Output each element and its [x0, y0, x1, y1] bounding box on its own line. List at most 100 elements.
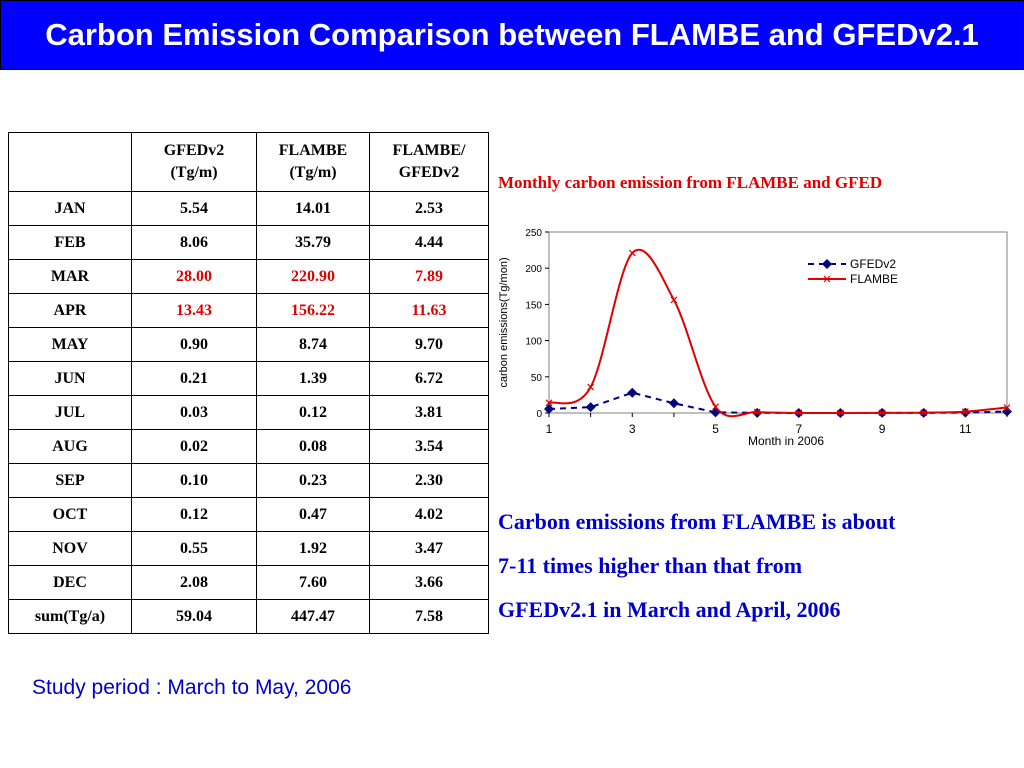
row-label: JUN [8, 361, 132, 396]
flambe-value: 7.60 [256, 565, 370, 600]
row-label: APR [8, 293, 132, 328]
flambe-value: 220.90 [256, 259, 370, 294]
flambe-value: 0.23 [256, 463, 370, 498]
data-point-flambe [920, 409, 928, 417]
x-tick-label: 3 [629, 422, 636, 436]
ratio-value: 2.53 [369, 191, 489, 226]
row-label: AUG [8, 429, 132, 464]
table-row: MAY 0.90 8.74 9.70 [8, 327, 489, 362]
data-point-flambe [545, 399, 553, 407]
y-tick-label: 100 [525, 337, 542, 348]
row-label: DEC [8, 565, 132, 600]
data-point-gfedv2 [585, 402, 596, 413]
conclusion-line-1: Carbon emissions from FLAMBE is about [498, 509, 896, 534]
gfed-value: 28.00 [131, 259, 257, 294]
data-point-gfedv2 [1002, 406, 1012, 417]
gfed-value: 0.02 [131, 429, 257, 464]
chart-title: Monthly carbon emission from FLAMBE and … [498, 173, 883, 192]
column-header [8, 132, 132, 192]
gfed-value: 0.21 [131, 361, 257, 396]
x-tick-label: 7 [795, 422, 802, 436]
data-point-flambe [712, 403, 719, 411]
data-point-gfedv2 [627, 387, 638, 398]
ratio-value: 3.47 [369, 531, 489, 566]
table-row: FEB 8.06 35.79 4.44 [8, 225, 489, 260]
y-tick-label: 150 [525, 300, 542, 311]
data-point-gfedv2 [668, 398, 679, 409]
table-row: SEP 0.10 0.23 2.30 [8, 463, 489, 498]
table-row: APR 13.43 156.22 11.63 [8, 293, 489, 328]
table-row: MAR 28.00 220.90 7.89 [8, 259, 489, 294]
table-row: OCT 0.12 0.47 4.02 [8, 497, 489, 532]
table-body: JAN 5.54 14.01 2.53 FEB 8.06 35.79 4.44 MAR 28.00… [8, 191, 489, 634]
gfed-value: 0.12 [131, 497, 257, 532]
y-axis-label: carbon emissions(Tg/mon) [498, 257, 510, 387]
gfed-value: 2.08 [131, 565, 257, 600]
data-point-flambe [1003, 404, 1011, 411]
flambe-value: 1.39 [256, 361, 370, 396]
gfed-value: 5.54 [131, 191, 257, 226]
gfed-value: 59.04 [131, 599, 257, 634]
data-point-flambe [587, 383, 595, 391]
flambe-value: 14.01 [256, 191, 370, 226]
y-tick-label: 250 [525, 228, 542, 239]
ratio-value: 7.89 [369, 259, 489, 294]
row-label: MAY [8, 327, 132, 362]
flambe-value: 0.47 [256, 497, 370, 532]
flambe-value: 8.74 [256, 327, 370, 362]
table-row: JAN 5.54 14.01 2.53 [8, 191, 489, 226]
table-row: sum(Tg/a) 59.04 447.47 7.58 [8, 599, 489, 634]
row-label: JAN [8, 191, 132, 226]
flambe-value: 156.22 [256, 293, 370, 328]
flambe-value: 447.47 [256, 599, 370, 634]
flambe-value: 35.79 [256, 225, 370, 260]
data-point-flambe [837, 409, 844, 417]
series-line-flambe [548, 248, 1008, 418]
legend-marker [823, 275, 831, 283]
ratio-value: 4.44 [369, 225, 489, 260]
row-label: NOV [8, 531, 132, 566]
conclusion-line-2: 7-11 times higher than that from [498, 553, 803, 578]
column-header: GFEDv2 (Tg/m) [131, 132, 257, 192]
conclusion-text: Carbon emissions from FLAMBE is about 7-… [498, 500, 1018, 632]
x-tick-label: 1 [546, 422, 553, 436]
series-line-gfedv2 [548, 391, 1008, 414]
gfed-value: 8.06 [131, 225, 257, 260]
x-tick-label: 11 [959, 422, 972, 436]
y-tick-label: 200 [525, 264, 542, 275]
emission-table: GFEDv2 (Tg/m) FLAMBE (Tg/m) FLAMBE/GFEDv2 JA… [8, 132, 489, 634]
gfed-value: 0.90 [131, 327, 257, 362]
flambe-value: 1.92 [256, 531, 370, 566]
emission-line-chart: 0 50 100 150 200 250 1 3 5 7 9 11 Month in 2006 carbo… [498, 228, 1012, 448]
x-axis-label: Month in 2006 [748, 434, 824, 448]
y-tick-label: 50 [531, 373, 543, 384]
x-tick-label: 9 [879, 422, 886, 436]
page-title: Carbon Emission Comparison between FLAMB… [0, 0, 1024, 70]
column-header: FLAMBE/GFEDv2 [369, 132, 489, 192]
x-tick-label: 5 [712, 422, 719, 436]
ratio-value: 3.81 [369, 395, 489, 430]
data-point-flambe [795, 409, 803, 417]
row-label: MAR [8, 259, 132, 294]
row-label: sum(Tg/a) [8, 599, 132, 634]
data-point-flambe [961, 408, 969, 416]
data-point-flambe [878, 409, 886, 417]
legend-label-gfedv2: GFEDv2 [850, 257, 896, 271]
data-point-flambe [670, 296, 678, 304]
data-point-gfedv2 [710, 407, 721, 418]
gfed-value: 13.43 [131, 293, 257, 328]
ratio-value: 7.58 [369, 599, 489, 634]
ratio-value: 2.30 [369, 463, 489, 498]
gfed-value: 0.55 [131, 531, 257, 566]
legend-label-flambe: FLAMBE [850, 272, 898, 286]
ratio-value: 9.70 [369, 327, 489, 362]
table-row: JUL 0.03 0.12 3.81 [8, 395, 489, 430]
row-label: JUL [8, 395, 132, 430]
row-label: OCT [8, 497, 132, 532]
table-row: JUN 0.21 1.39 6.72 [8, 361, 489, 396]
table-header-row: GFEDv2 (Tg/m) FLAMBE (Tg/m) FLAMBE/GFEDv2 [8, 132, 489, 192]
legend-marker [822, 259, 832, 269]
column-header: FLAMBE (Tg/m) [256, 132, 370, 192]
gfed-value: 0.10 [131, 463, 257, 498]
row-label: SEP [8, 463, 132, 498]
